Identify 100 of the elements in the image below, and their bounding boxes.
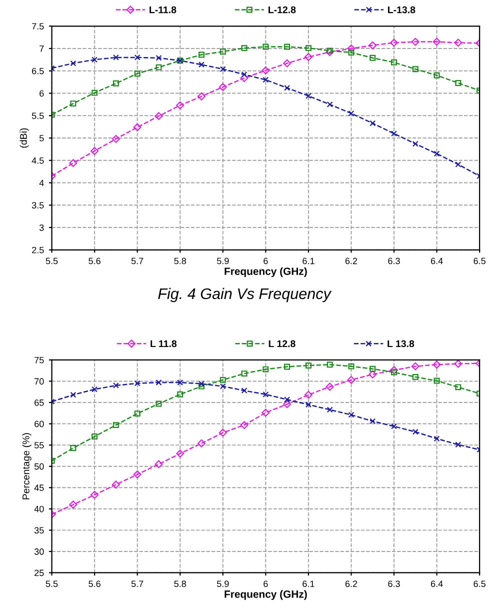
y-tick-label: 65 [34,399,44,406]
point [176,450,184,458]
x-tick-label: 6.2 [345,258,358,264]
point [455,442,462,448]
point [198,383,204,390]
legend-label: L 12.8 [268,340,296,348]
point [348,412,354,418]
point [156,64,162,70]
point [92,56,98,63]
point [370,54,376,61]
legend-label: L 11.8 [150,340,177,348]
point [220,383,226,390]
point [304,390,312,399]
x-tick-label: 5.7 [131,258,144,264]
point [412,428,418,435]
y-tick-label: 3 [39,224,44,231]
point [133,470,142,478]
point [134,410,140,417]
point [368,370,377,378]
point [390,38,398,47]
point [326,406,333,413]
point [347,376,356,384]
point [368,41,377,50]
legend-label: L-13.8 [388,6,416,14]
x-tick-label: 6.3 [388,580,400,588]
x-tick-label: 5.8 [174,258,186,264]
point [70,392,76,398]
point [390,366,398,374]
point [284,84,290,91]
point [411,38,420,46]
point [90,490,99,499]
point [156,380,162,386]
point [198,380,204,387]
x-tick-label: 6.2 [345,580,358,588]
point [434,378,440,384]
point [176,101,184,110]
x-tick-label: 5.9 [216,258,229,264]
legend-label: L-12.8 [268,6,296,14]
x-tick-label: 6.5 [474,580,486,588]
y-tick-label: 30 [34,548,44,555]
point [370,366,376,372]
y-tick-label: 50 [34,463,44,470]
point [92,386,98,392]
point [262,391,269,398]
point [198,52,204,58]
point [412,140,418,147]
point [370,120,376,126]
point [283,400,292,408]
x-tick-label: 6.4 [430,580,443,588]
point [434,436,440,442]
point [70,445,76,452]
point [454,360,462,368]
point [70,100,76,107]
point [220,48,226,55]
point [134,380,140,386]
point [112,382,119,388]
point [240,74,248,82]
point [391,369,398,376]
x-axis-title: Frequency (GHz) [224,590,307,600]
x-tick-label: 6 [264,258,268,264]
point [411,362,420,370]
point [326,382,334,391]
point [391,423,398,430]
point [69,159,78,168]
point [262,366,269,372]
y-tick-label: 40 [34,506,44,512]
point [262,76,269,83]
point [112,480,120,489]
legend-label: L-11.8 [150,6,176,14]
point [434,150,440,157]
point [70,60,76,66]
point [348,110,354,116]
point [305,402,312,408]
point [177,380,184,386]
point [262,408,270,417]
point [112,80,119,86]
x-tick-label: 5.7 [131,580,144,588]
y-tick-label: 70 [34,378,44,385]
point [348,363,354,370]
point [133,123,142,132]
y-tick-label: 25 [34,570,44,576]
point [455,80,462,86]
point [454,38,462,47]
point [198,92,206,100]
point [112,422,119,428]
point [348,50,354,56]
point [154,112,163,120]
point [90,147,99,155]
point [262,66,270,74]
y-tick-label: 3.5 [32,202,44,208]
y-tick-label: 7.5 [32,23,44,30]
point [241,370,248,377]
point [326,101,333,108]
x-tick-label: 6 [264,580,268,588]
point [305,45,312,52]
x-axis-title: Frequency (GHz) [224,267,307,278]
x-tick-label: 6.5 [474,258,486,264]
x-tick-label: 6.3 [388,258,400,264]
y-tick-label: 7 [40,46,44,52]
x-tick-label: 6.1 [302,580,314,588]
